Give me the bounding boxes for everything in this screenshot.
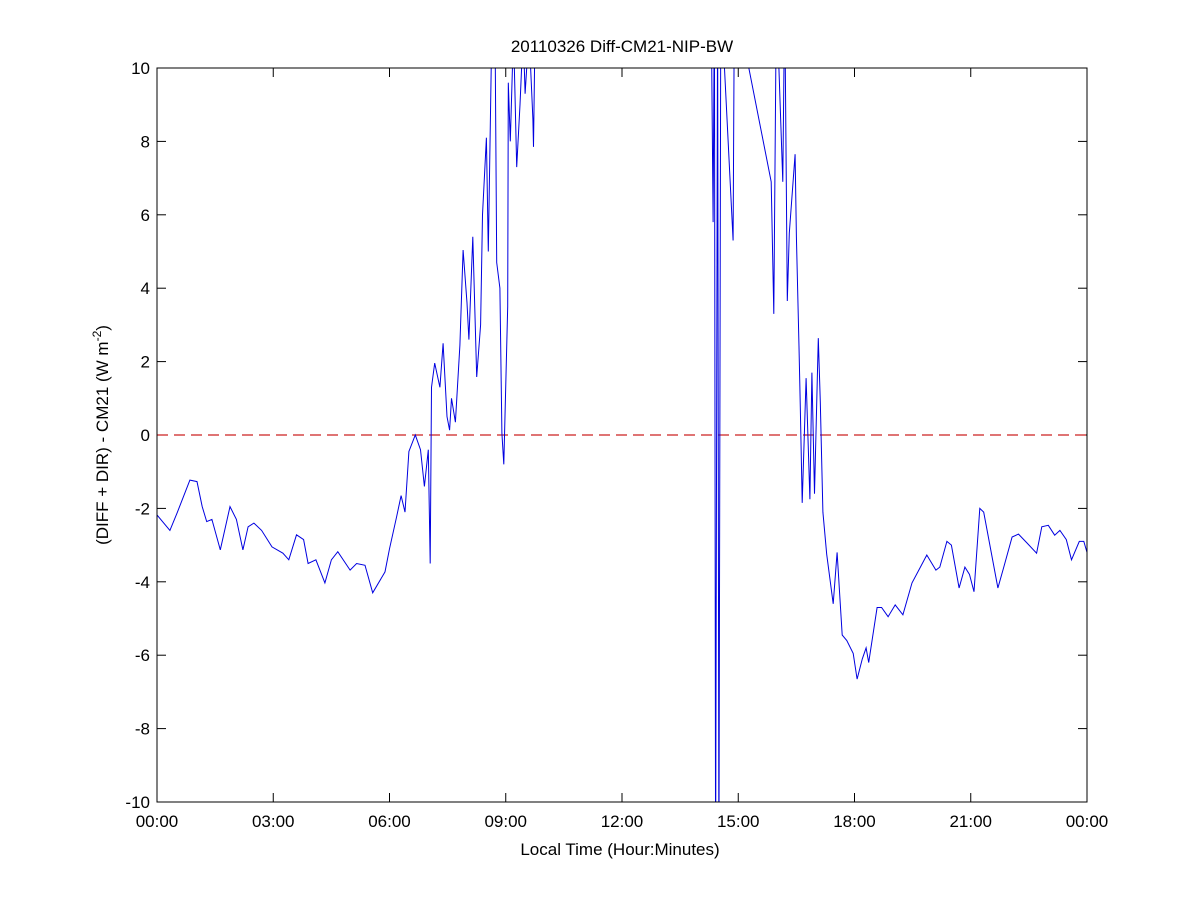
x-tick-label: 00:00 xyxy=(1066,812,1109,831)
x-tick-label: 09:00 xyxy=(484,812,527,831)
x-tick-label: 21:00 xyxy=(949,812,992,831)
y-tick-label: 6 xyxy=(141,206,150,225)
y-tick-label: 4 xyxy=(141,279,150,298)
x-tick-label: 06:00 xyxy=(368,812,411,831)
y-axis-label: (DIFF + DIR) - CM21 (W m-2) xyxy=(90,325,112,545)
plot-area-frame xyxy=(156,67,1088,803)
y-tick-label: 10 xyxy=(131,59,150,78)
y-tick-label: -6 xyxy=(135,646,150,665)
y-tick-label: 2 xyxy=(141,353,150,372)
x-axis-label: Local Time (Hour:Minutes) xyxy=(520,840,719,859)
x-tick-label: 03:00 xyxy=(252,812,295,831)
y-axis-label-superscript: -2 xyxy=(90,330,104,341)
y-tick-label: -8 xyxy=(135,720,150,739)
y-axis-label-main: (DIFF + DIR) - CM21 (W m xyxy=(93,341,112,545)
y-tick-label: -10 xyxy=(125,793,150,812)
x-tick-label: 15:00 xyxy=(717,812,760,831)
y-axis-label-end: ) xyxy=(93,325,112,331)
x-tick-label: 00:00 xyxy=(136,812,179,831)
x-tick-label: 12:00 xyxy=(601,812,644,831)
y-tick-label: -4 xyxy=(135,573,150,592)
y-tick-label: 0 xyxy=(141,426,150,445)
series-line xyxy=(157,68,1087,802)
chart-title: 20110326 Diff-CM21-NIP-BW xyxy=(511,37,733,56)
y-tick-label: 8 xyxy=(141,132,150,151)
y-tick-label: -2 xyxy=(135,499,150,518)
x-tick-label: 18:00 xyxy=(833,812,876,831)
